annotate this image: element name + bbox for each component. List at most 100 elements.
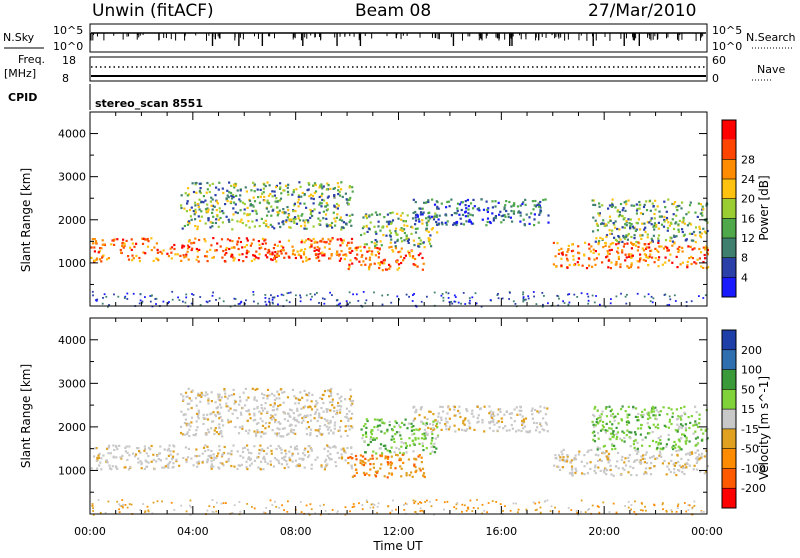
heatmap-cell (259, 431, 262, 434)
heatmap-cell (488, 412, 491, 415)
heatmap-cell (393, 425, 396, 428)
heatmap-cell (677, 445, 680, 448)
heatmap-cell (292, 189, 295, 192)
heatmap-cell (330, 238, 333, 241)
heatmap-cell (531, 413, 534, 416)
heatmap-cell (615, 426, 618, 429)
heatmap-cell (131, 452, 135, 455)
heatmap-cell (122, 246, 125, 249)
heatmap-cell (220, 406, 223, 409)
heatmap-cell (472, 198, 475, 201)
heatmap-cell (108, 464, 111, 467)
heatmap-cell (667, 249, 670, 252)
heatmap-cell (240, 463, 243, 466)
heatmap-cell (668, 420, 671, 423)
heatmap-cell (700, 455, 703, 458)
heatmap-cell (414, 201, 417, 204)
heatmap-cell (416, 265, 419, 268)
heatmap-cell (385, 220, 389, 223)
heatmap-cell (437, 218, 440, 221)
x-tick-label: 04:00 (177, 525, 209, 538)
heatmap-cell (209, 200, 212, 203)
heatmap-cell (246, 419, 249, 422)
heatmap-cell (561, 466, 564, 469)
heatmap-cell (303, 224, 307, 227)
heatmap-cell (182, 414, 185, 417)
heatmap-cell (527, 295, 530, 298)
heatmap-cell (252, 293, 255, 296)
heatmap-cell (261, 192, 264, 195)
heatmap-cell (202, 446, 206, 449)
heatmap-cell (669, 298, 672, 301)
heatmap-cell (448, 205, 451, 208)
y-tick-label: 1000 (58, 257, 86, 270)
heatmap-cell (677, 230, 680, 233)
heatmap-cell (482, 208, 486, 211)
heatmap-cell (117, 295, 120, 298)
heatmap-cell (221, 435, 224, 438)
heatmap-cell (305, 259, 308, 262)
heatmap-cell (574, 467, 577, 470)
heatmap-cell (522, 420, 526, 423)
heatmap-cell (560, 450, 563, 453)
heatmap-cell (594, 203, 597, 207)
heatmap-cell (91, 238, 94, 241)
heatmap-cell (689, 421, 692, 424)
heatmap-cell (349, 388, 352, 391)
heatmap-cell (291, 388, 294, 391)
heatmap-cell (389, 461, 392, 464)
heatmap-cell (98, 464, 101, 467)
heatmap-cell (533, 295, 535, 298)
heatmap-cell (264, 254, 267, 257)
heatmap-cell (234, 184, 237, 187)
heatmap-cell (676, 505, 679, 507)
heatmap-cell (221, 462, 224, 465)
heatmap-cell (278, 199, 281, 202)
heatmap-cell (344, 253, 347, 256)
heatmap-cell (245, 190, 248, 193)
heatmap-cell (463, 504, 466, 507)
heatmap-cell (411, 226, 414, 229)
heatmap-cell (633, 237, 636, 240)
heatmap-cell (432, 218, 436, 221)
heatmap-cell (303, 414, 306, 417)
heatmap-cell (171, 456, 174, 460)
heatmap-cell (648, 426, 651, 430)
heatmap-cell (543, 295, 545, 297)
heatmap-cell (684, 429, 688, 432)
heatmap-cell (494, 200, 497, 203)
heatmap-cell (250, 242, 253, 245)
heatmap-cell (655, 224, 658, 227)
heatmap-cell (596, 448, 599, 451)
heatmap-cell (587, 302, 590, 305)
heatmap-cell (292, 418, 295, 421)
heatmap-cell (345, 254, 348, 257)
heatmap-cell (476, 498, 478, 501)
heatmap-cell (248, 213, 251, 216)
heatmap-cell (312, 184, 315, 187)
heatmap-cell (286, 419, 290, 422)
heatmap-cell (92, 507, 94, 509)
date-title: 27/Mar/2010 (588, 1, 696, 21)
heatmap-cell (207, 428, 210, 431)
heatmap-cell (467, 215, 470, 218)
heatmap-cell (217, 218, 220, 221)
heatmap-cell (670, 453, 674, 456)
heatmap-cell (650, 217, 653, 220)
colorbar-tick-label: 24 (741, 173, 755, 186)
heatmap-cell (668, 295, 671, 298)
heatmap-cell (591, 294, 594, 297)
heatmap-cell (144, 448, 147, 451)
heatmap-cell (653, 465, 656, 468)
heatmap-cell (490, 420, 493, 423)
heatmap-cell (255, 256, 258, 259)
heatmap-cell (276, 427, 279, 430)
heatmap-cell (685, 453, 688, 456)
heatmap-cell (675, 474, 678, 477)
heatmap-cell (283, 427, 286, 430)
heatmap-cell (361, 227, 365, 230)
heatmap-cell (319, 201, 322, 204)
heatmap-cell (278, 422, 282, 425)
heatmap-cell (561, 253, 564, 256)
heatmap-cell (176, 253, 179, 256)
